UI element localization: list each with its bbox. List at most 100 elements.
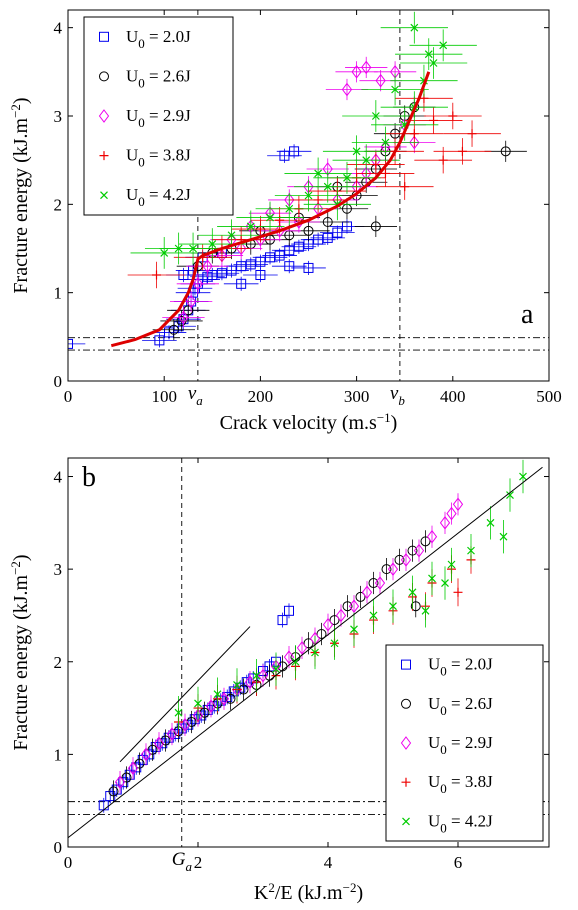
y-axis-label: Fracture energy (kJ.m−2)	[8, 97, 32, 293]
legend-entry-3: U0 = 3.8J	[126, 146, 191, 170]
data-point	[147, 744, 158, 755]
data-point	[170, 729, 181, 740]
data-point	[304, 191, 313, 200]
data-point	[303, 638, 314, 649]
data-point	[127, 761, 139, 776]
x-tick-label: 2	[194, 853, 203, 872]
data-point	[343, 173, 351, 182]
data-point	[368, 578, 379, 589]
data-point	[154, 335, 165, 346]
data-point	[252, 671, 261, 680]
data-point	[227, 231, 236, 240]
data-point	[222, 691, 233, 702]
data-point	[236, 278, 247, 289]
legend-marker	[401, 698, 411, 709]
legend-marker	[401, 659, 411, 670]
data-point	[134, 758, 145, 769]
data-point	[244, 675, 256, 689]
data-point	[168, 324, 179, 335]
data-point	[266, 213, 274, 222]
data-point	[374, 576, 386, 590]
legend-entry-2: U0 = 2.9J	[126, 106, 191, 130]
data-point	[371, 112, 380, 120]
y-tick-label: 2	[54, 195, 63, 214]
data-point	[361, 585, 373, 600]
data-point	[506, 491, 514, 499]
legend-box	[385, 644, 544, 842]
data-point	[303, 225, 314, 236]
legend-marker	[402, 817, 410, 826]
legend-entry-1: U0 = 2.6J	[428, 694, 493, 718]
data-point	[446, 506, 457, 521]
data-point	[225, 693, 236, 704]
data-point	[438, 155, 448, 165]
data-point	[108, 786, 119, 797]
data-point	[429, 115, 439, 125]
y-tick-label: 3	[54, 107, 63, 126]
data-point	[316, 628, 327, 639]
data-point	[407, 545, 418, 556]
data-point	[409, 129, 419, 139]
x-tick-label: 300	[344, 387, 370, 406]
data-point	[208, 240, 217, 249]
data-point	[296, 641, 308, 655]
y-tick-label: 3	[54, 560, 63, 579]
data-point	[381, 138, 390, 147]
legend-marker	[100, 191, 108, 200]
data-point	[391, 85, 400, 94]
data-point	[429, 59, 438, 67]
x-tick-label: 400	[440, 387, 466, 406]
data-point	[183, 719, 194, 730]
y-tick-label: 4	[54, 468, 63, 487]
data-point	[205, 699, 217, 714]
data-point	[341, 82, 353, 97]
data-point	[277, 615, 288, 626]
data-point	[420, 536, 431, 547]
data-point	[255, 224, 265, 234]
data-point	[499, 532, 508, 541]
data-point	[486, 518, 495, 527]
x-tick-label: 100	[151, 387, 177, 406]
data-point	[370, 221, 381, 232]
fit-line-0	[68, 466, 543, 839]
data-point	[233, 680, 241, 689]
series-1	[108, 530, 431, 803]
y-axis-label: Fracture energy (kJ.m−2)	[8, 554, 32, 750]
legend-marker	[99, 151, 109, 161]
axes-frame	[67, 457, 550, 848]
data-point	[332, 227, 343, 238]
data-point	[375, 73, 386, 88]
legend-entry-0: U0 = 2.0J	[428, 655, 493, 679]
fit-line-1	[119, 626, 251, 763]
data-point	[409, 135, 420, 150]
panel-letter: b	[82, 462, 96, 493]
data-point	[284, 261, 295, 272]
data-point	[439, 515, 451, 530]
data-point	[153, 736, 165, 751]
data-point	[426, 529, 438, 544]
data-point	[245, 259, 256, 270]
data-point	[152, 270, 162, 280]
data-point	[274, 250, 285, 261]
legend-marker	[98, 109, 110, 123]
data-point	[313, 195, 323, 205]
data-point	[424, 50, 433, 59]
data-point	[387, 562, 399, 576]
panel-b-chart: 0 2 4 6 0 1 2 3 4 Ga K2/E (kJ.m−2) Fracture energy …	[8, 457, 550, 904]
series-2	[114, 493, 464, 794]
legend-entry-4: U0 = 4.2J	[428, 811, 493, 835]
data-point	[361, 166, 372, 181]
data-point	[335, 608, 347, 623]
series-4	[130, 11, 477, 269]
data-point	[428, 574, 436, 583]
data-point	[178, 310, 189, 325]
data-point	[255, 270, 266, 280]
data-point	[236, 261, 247, 272]
data-point	[381, 564, 392, 575]
data-point	[342, 601, 353, 612]
x-axis-label: Crack velocity (m.s−1)	[220, 410, 398, 434]
data-point	[413, 543, 425, 558]
data-point	[293, 241, 304, 252]
